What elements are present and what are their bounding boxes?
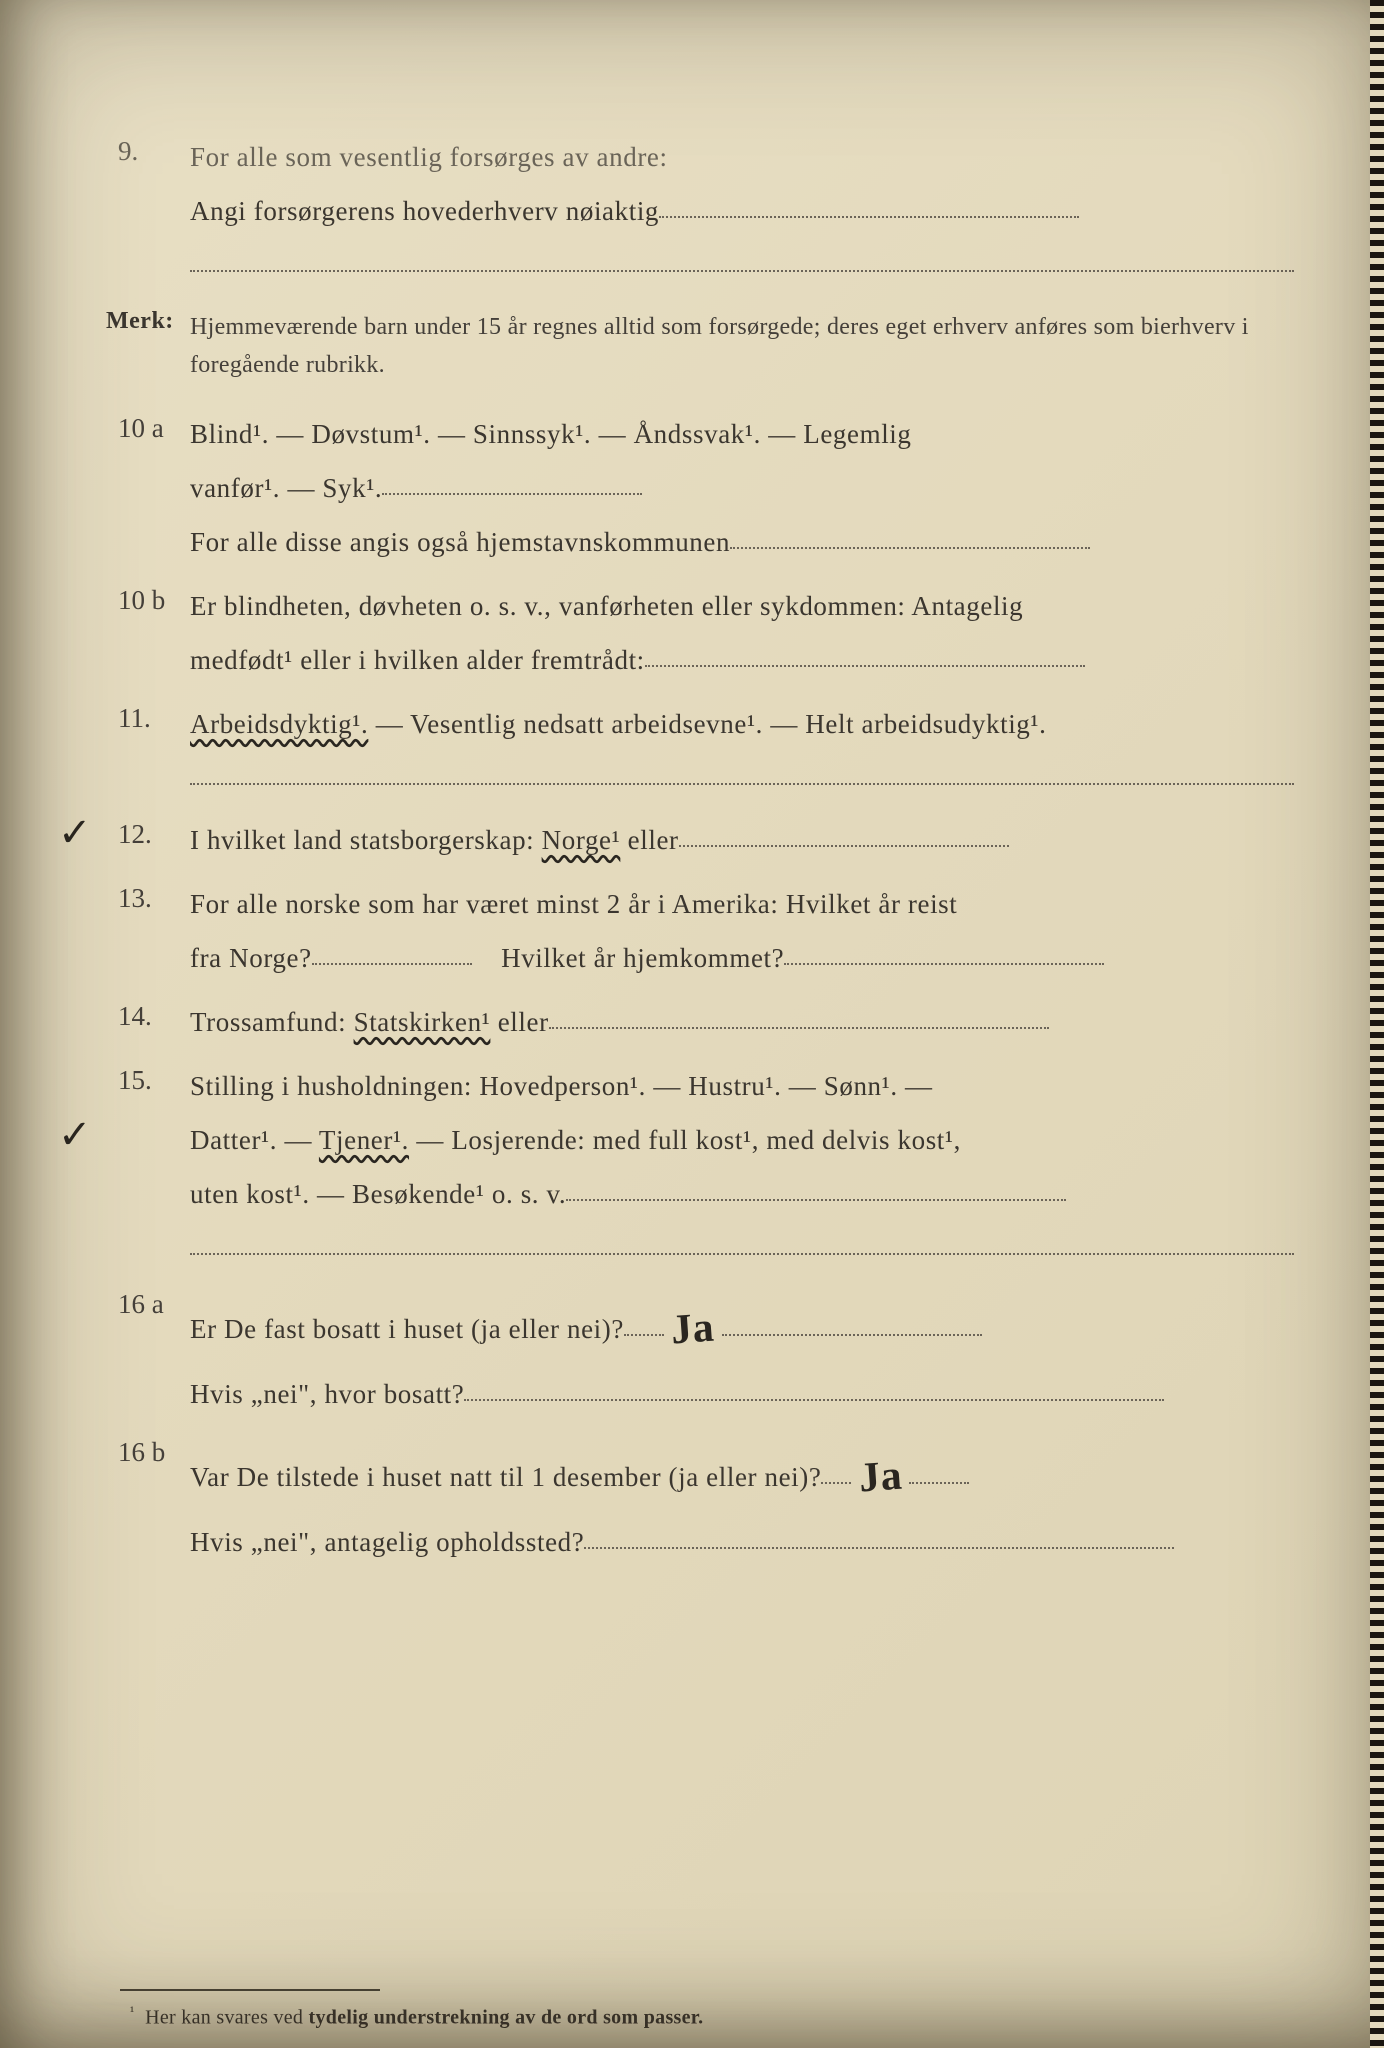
q14-content: Trossamfund: Statskirken¹ eller xyxy=(190,995,1294,1049)
q11-rest: — Vesentlig nedsatt arbeidsevne¹. — Helt… xyxy=(368,709,1046,739)
q12-blank xyxy=(679,820,1009,847)
question-10b: 10 b Er blindheten, døvheten o. s. v., v… xyxy=(100,579,1294,687)
q15-blank xyxy=(566,1174,1066,1201)
q16b-blank2 xyxy=(909,1457,969,1484)
question-12: ✓ 12. I hvilket land statsborgerskap: No… xyxy=(100,813,1294,867)
perforated-edge xyxy=(1370,0,1384,2048)
question-15: 15. ✓ Stilling i husholdningen: Hovedper… xyxy=(100,1059,1294,1273)
q15-checkmark: ✓ xyxy=(58,1111,92,1158)
question-9: 9. For alle som vesentlig forsørges av a… xyxy=(100,130,1294,290)
q10b-content: Er blindheten, døvheten o. s. v., vanfør… xyxy=(190,579,1294,687)
q10a-content: Blind¹. — Døvstum¹. — Sinnssyk¹. — Åndss… xyxy=(190,407,1294,569)
q10a-line3: For alle disse angis også hjemstavnskomm… xyxy=(190,527,730,557)
question-14: 14. Trossamfund: Statskirken¹ eller xyxy=(100,995,1294,1049)
q11-blank-full xyxy=(190,761,1294,785)
q11-opt1: Arbeidsdyktig¹. xyxy=(190,709,368,739)
q13-blank2 xyxy=(784,938,1104,965)
merk-note: Merk: Hjemmeværende barn under 15 år reg… xyxy=(100,308,1294,385)
q10a-number: 10 a xyxy=(100,407,190,444)
q9-blank-full xyxy=(190,248,1294,272)
q15-tjener: Tjener¹. xyxy=(319,1125,409,1155)
q15-blank-full xyxy=(190,1231,1294,1255)
question-11: 11. Arbeidsdyktig¹. — Vesentlig nedsatt … xyxy=(100,697,1294,803)
q11-number: 11. xyxy=(100,697,190,734)
q12-text-b: eller xyxy=(620,825,678,855)
q12-num-text: 12. xyxy=(118,819,152,849)
q16b-blank3 xyxy=(584,1522,1174,1549)
footnote-text-a: Her kan svares ved xyxy=(145,2006,308,2028)
q13-line2a: fra Norge? xyxy=(190,943,312,973)
q16b-sub: Hvis „nei", antagelig opholdssted? xyxy=(190,1527,584,1557)
q16b-blank1 xyxy=(821,1457,851,1484)
q16b-q: Var De tilstede i huset natt til 1 desem… xyxy=(190,1462,821,1492)
q10a-opts: Blind¹. — Døvstum¹. — Sinnssyk¹. — Åndss… xyxy=(190,419,912,449)
q10b-blank xyxy=(645,640,1085,667)
q13-line1: For alle norske som har været minst 2 år… xyxy=(190,889,957,919)
q15-content: Stilling i husholdningen: Hovedperson¹. … xyxy=(190,1059,1294,1273)
q16a-blank2 xyxy=(722,1309,982,1336)
q16a-blank3 xyxy=(464,1374,1164,1401)
q10a-opts2: vanfør¹. — Syk¹. xyxy=(190,473,382,503)
question-16a: 16 a Er De fast bosatt i huset (ja eller… xyxy=(100,1283,1294,1421)
q15-line1: Stilling i husholdningen: Hovedperson¹. … xyxy=(190,1071,933,1101)
q13-line2b: Hvilket år hjemkommet? xyxy=(501,943,784,973)
merk-label: Merk: xyxy=(100,308,190,385)
q16a-number: 16 a xyxy=(100,1283,190,1320)
q9-line1: For alle som vesentlig forsørges av andr… xyxy=(190,142,668,172)
q10b-line1: Er blindheten, døvheten o. s. v., vanfør… xyxy=(190,591,1023,621)
q12-checkmark: ✓ xyxy=(58,809,92,856)
q16a-q: Er De fast bosatt i huset (ja eller nei)… xyxy=(190,1314,624,1344)
q15-line2b: — Losjerende: med full kost¹, med delvis… xyxy=(409,1125,961,1155)
footnote-marker: ¹ xyxy=(130,2005,135,2020)
question-10a: 10 a Blind¹. — Døvstum¹. — Sinnssyk¹. — … xyxy=(100,407,1294,569)
question-13: 13. For alle norske som har været minst … xyxy=(100,877,1294,985)
q16b-answer: Ja xyxy=(856,1433,905,1520)
q15-number: 15. ✓ xyxy=(100,1059,190,1096)
q15-line3: uten kost¹. — Besøkende¹ o. s. v. xyxy=(190,1179,566,1209)
census-form-page: 9. For alle som vesentlig forsørges av a… xyxy=(0,0,1384,2048)
q10a-blank2 xyxy=(730,522,1090,549)
q9-content: For alle som vesentlig forsørges av andr… xyxy=(190,130,1294,290)
q10b-line2: medfødt¹ eller i hvilken alder fremtrådt… xyxy=(190,645,645,675)
q16b-number: 16 b xyxy=(100,1431,190,1468)
footnote-text-b: tydelig understrekning av de ord som pas… xyxy=(309,2006,704,2028)
footnote: ¹ Her kan svares ved tydelig understrekn… xyxy=(130,2005,1294,2030)
q10b-number: 10 b xyxy=(100,579,190,616)
question-16b: 16 b Var De tilstede i huset natt til 1 … xyxy=(100,1431,1294,1569)
q13-number: 13. xyxy=(100,877,190,914)
q16b-content: Var De tilstede i huset natt til 1 desem… xyxy=(190,1431,1294,1569)
q14-blank xyxy=(549,1002,1049,1029)
merk-text: Hjemmeværende barn under 15 år regnes al… xyxy=(190,308,1294,385)
q12-number: ✓ 12. xyxy=(100,813,190,850)
q14-stat: Statskirken¹ xyxy=(354,1007,491,1037)
q16a-answer: Ja xyxy=(668,1285,717,1372)
q15-num-text: 15. xyxy=(118,1065,152,1095)
q14-text-b: eller xyxy=(490,1007,548,1037)
q12-norge: Norge¹ xyxy=(542,825,621,855)
q9-line2: Angi forsørgerens hovederhverv nøiaktig xyxy=(190,196,659,226)
q13-blank1 xyxy=(312,938,472,965)
footnote-rule xyxy=(120,1989,380,1991)
q9-number: 9. xyxy=(100,130,190,167)
q16a-sub: Hvis „nei", hvor bosatt? xyxy=(190,1379,464,1409)
q13-content: For alle norske som har været minst 2 år… xyxy=(190,877,1294,985)
q9-blank xyxy=(659,191,1079,218)
q12-text-a: I hvilket land statsborgerskap: xyxy=(190,825,542,855)
q12-content: I hvilket land statsborgerskap: Norge¹ e… xyxy=(190,813,1294,867)
q15-line2a: Datter¹. — xyxy=(190,1125,319,1155)
q16a-content: Er De fast bosatt i huset (ja eller nei)… xyxy=(190,1283,1294,1421)
q16a-blank1 xyxy=(624,1309,664,1336)
q11-content: Arbeidsdyktig¹. — Vesentlig nedsatt arbe… xyxy=(190,697,1294,803)
q10a-blank1 xyxy=(382,468,642,495)
q14-text-a: Trossamfund: xyxy=(190,1007,354,1037)
q14-number: 14. xyxy=(100,995,190,1032)
